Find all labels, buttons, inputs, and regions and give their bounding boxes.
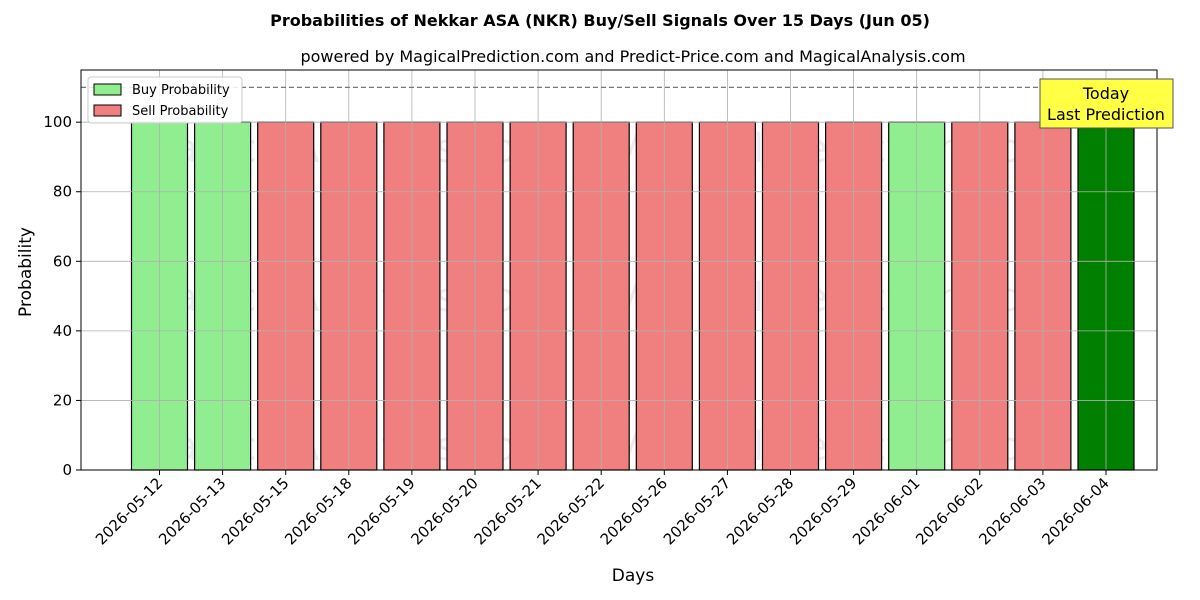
y-tick-label: 20	[53, 391, 72, 409]
plot-frame	[80, 69, 1158, 471]
legend-label: Sell Probability	[132, 104, 229, 119]
x-tick-label: 2026-05-22	[534, 474, 608, 548]
y-tick-label: 100	[43, 113, 72, 131]
x-tick-label: 2026-06-04	[1038, 474, 1112, 548]
x-tick-label: 2026-06-01	[849, 474, 923, 548]
x-axis-label: Days	[612, 566, 655, 586]
x-tick-label: 2026-06-02	[912, 474, 986, 548]
x-tick-label: 2026-05-12	[92, 474, 166, 548]
annotation-text: Last Prediction	[1047, 105, 1165, 124]
legend: Buy Probability Sell Probability	[87, 76, 243, 124]
x-tick-label: 2026-05-28	[723, 474, 797, 548]
chart-subtitle: powered by MagicalPrediction.com and Pre…	[300, 47, 965, 66]
y-tick-label: 60	[53, 252, 72, 270]
legend-box	[87, 76, 243, 124]
legend-swatch	[93, 83, 122, 96]
x-tick-label: 2026-05-13	[155, 474, 229, 548]
y-tick-label: 40	[53, 322, 72, 340]
plot-area: MagicalAnalysis.comMagicalPrediction.com…	[43, 69, 1174, 548]
x-tick-label: 2026-05-27	[660, 474, 734, 548]
x-tick-label: 2026-05-29	[786, 474, 860, 548]
x-tick-label: 2026-05-19	[344, 474, 418, 548]
x-tick-label: 2026-05-20	[407, 474, 481, 548]
x-tick-label: 2026-05-18	[281, 474, 355, 548]
x-tick-label: 2026-05-21	[471, 474, 545, 548]
legend-label: Buy Probability	[132, 83, 230, 98]
x-tick-label: 2026-05-26	[597, 474, 671, 548]
y-tick-label: 80	[53, 183, 72, 201]
x-tick-label: 2026-05-15	[218, 474, 292, 548]
annotation-box	[1039, 78, 1174, 129]
today-annotation: Today Last Prediction	[1039, 78, 1174, 129]
legend-swatch	[93, 104, 122, 117]
y-tick-label: 0	[62, 461, 72, 479]
x-tick-label: 2026-06-03	[975, 474, 1049, 548]
annotation-text: Today	[1082, 84, 1129, 103]
y-axis-label: Probability	[16, 227, 36, 317]
chart-title: Probabilities of Nekkar ASA (NKR) Buy/Se…	[270, 11, 930, 30]
